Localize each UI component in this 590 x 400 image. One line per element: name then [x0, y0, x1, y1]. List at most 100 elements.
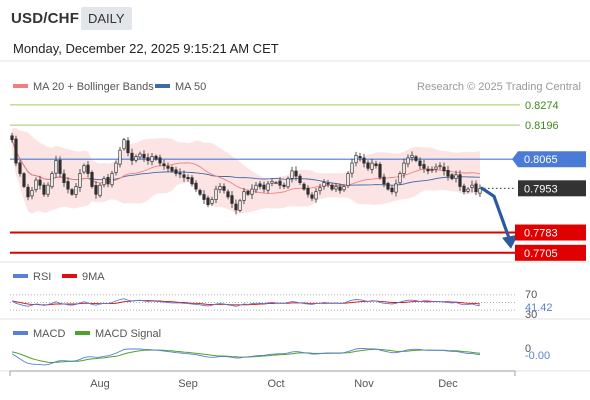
forecast-arrow-line	[480, 186, 512, 243]
macd-pane	[11, 348, 481, 366]
macd-zero-label: 0	[525, 343, 531, 355]
candle	[86, 161, 90, 178]
candle	[434, 163, 438, 173]
candle	[422, 159, 426, 173]
candle	[314, 188, 318, 203]
macd-signal-legend-label: MACD Signal	[95, 328, 161, 340]
candle-body-up	[266, 183, 270, 191]
candle-body-up	[350, 162, 354, 174]
level-label-2: 0.8065	[524, 154, 558, 166]
macd-line	[11, 348, 481, 366]
candle-body-down	[442, 166, 446, 172]
candle-body-up	[370, 162, 374, 170]
candle-body-down	[378, 163, 382, 178]
candle-body-up	[150, 156, 154, 163]
candle-body-down	[458, 174, 462, 187]
candle	[30, 186, 34, 200]
candle-body-down	[230, 195, 234, 204]
candle-body-up	[402, 162, 406, 174]
research-credit: Research © 2025 Trading Central	[417, 81, 581, 93]
x-tick-label: Dec	[438, 378, 458, 390]
candle	[138, 151, 142, 160]
candle-body-up	[122, 139, 126, 150]
candle	[110, 170, 114, 188]
candle	[330, 183, 334, 191]
ma50-legend-label: MA 50	[175, 81, 206, 93]
candle	[390, 185, 394, 195]
candle-body-up	[394, 183, 398, 193]
candle	[254, 182, 258, 193]
candle-body-down	[130, 152, 134, 161]
candle	[278, 177, 282, 190]
level-tag-2	[512, 151, 586, 168]
candle-body-up	[214, 188, 218, 200]
candle	[426, 165, 430, 175]
candle	[166, 162, 170, 173]
candle-body-down	[158, 157, 162, 164]
level-tag-5	[515, 244, 586, 261]
candle-body-down	[206, 197, 210, 206]
rsi-level-30: 30	[525, 309, 537, 321]
candle	[154, 154, 158, 161]
ma50-legend-swatch	[155, 84, 170, 88]
period-badge[interactable]: DAILY	[81, 7, 132, 30]
candle	[34, 177, 38, 193]
candle-body-up	[322, 182, 326, 187]
rsi-legend-swatch	[13, 274, 28, 278]
candle-body-up	[430, 169, 434, 171]
candle-body-up	[254, 184, 258, 191]
candle-body-down	[62, 173, 66, 183]
candle-body-up	[286, 178, 290, 188]
candle	[410, 151, 414, 162]
candle	[38, 175, 42, 190]
moving-averages	[11, 139, 481, 194]
candle-body-down	[426, 168, 430, 172]
candle-body-up	[50, 173, 54, 188]
candle	[126, 137, 130, 157]
symbol-title: USD/CHF	[11, 10, 80, 27]
candle	[294, 166, 298, 181]
candle-body-down	[146, 157, 150, 161]
x-tick-label: Aug	[90, 378, 110, 390]
candle	[310, 192, 314, 201]
candle	[10, 132, 14, 143]
candle-body-down	[294, 170, 298, 177]
candle-body-up	[434, 166, 438, 170]
candle-body-down	[106, 176, 110, 185]
candle	[266, 180, 270, 194]
candle	[42, 182, 46, 197]
candle-body-up	[210, 199, 214, 204]
candle	[462, 183, 466, 195]
candle	[102, 176, 106, 188]
candle-body-down	[170, 167, 174, 172]
ma20-legend-swatch	[13, 84, 28, 88]
candle	[338, 183, 342, 194]
candle	[78, 168, 82, 192]
chart-header: USD/CHF DAILY	[0, 0, 590, 36]
candle	[458, 170, 462, 191]
candle	[94, 180, 98, 199]
candle	[150, 153, 154, 166]
candle	[402, 158, 406, 179]
candle	[186, 174, 190, 182]
candle-body-down	[338, 186, 342, 191]
candle	[222, 183, 226, 194]
candle-body-down	[474, 183, 478, 193]
candle-body-up	[46, 184, 50, 195]
candle-body-up	[110, 173, 114, 186]
candle-body-up	[274, 182, 278, 184]
candle-body-down	[202, 194, 206, 200]
candle	[282, 182, 286, 190]
candle-body-down	[166, 166, 170, 169]
candle	[242, 187, 246, 205]
candle-body-up	[290, 170, 294, 179]
candle-body-up	[30, 190, 34, 197]
candle	[66, 177, 70, 194]
candle-body-down	[382, 176, 386, 185]
candle	[286, 176, 290, 190]
candle-body-up	[238, 200, 242, 211]
level-tag-4	[515, 224, 586, 241]
candle	[46, 182, 50, 198]
candle	[142, 150, 146, 162]
candle	[162, 159, 166, 170]
